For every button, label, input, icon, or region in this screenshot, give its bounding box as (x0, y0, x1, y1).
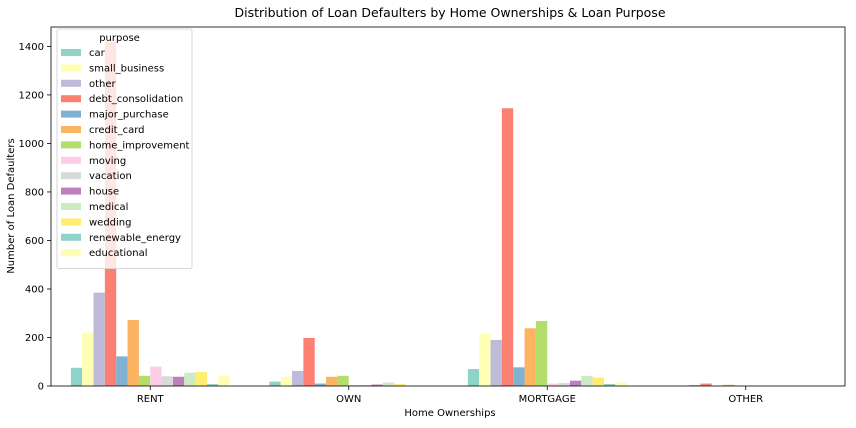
legend-swatch-wedding (61, 218, 81, 225)
legend-label-small_business: small_business (89, 63, 164, 74)
bar-major_purchase-rent (116, 356, 127, 386)
legend-swatch-small_business (61, 64, 81, 71)
legend-label-vacation: vacation (89, 171, 132, 182)
legend-label-medical: medical (89, 202, 128, 213)
bar-wedding-mortgage (593, 378, 604, 386)
bar-car-rent (71, 368, 82, 386)
bar-vacation-rent (162, 376, 173, 386)
y-tick-label: 1200 (19, 90, 44, 101)
legend-label-credit_card: credit_card (89, 125, 145, 136)
legend-label-renewable_energy: renewable_energy (89, 233, 181, 244)
x-tick-label: OTHER (728, 394, 763, 405)
bar-small_business-rent (82, 333, 93, 386)
legend-swatch-house (61, 188, 81, 195)
legend-swatch-major_purchase (61, 111, 81, 118)
bar-small_business-own (281, 377, 292, 386)
bar-car-own (269, 382, 280, 386)
legend-label-debt_consolidation: debt_consolidation (89, 94, 183, 105)
legend-swatch-credit_card (61, 126, 81, 133)
bar-credit_card-mortgage (525, 328, 536, 386)
x-axis-label: Home Ownerships (404, 408, 495, 419)
y-tick-label: 400 (25, 284, 44, 295)
bar-medical-own (383, 383, 394, 386)
legend-swatch-moving (61, 157, 81, 164)
y-tick-label: 1000 (19, 139, 44, 150)
legend-label-moving: moving (89, 156, 126, 167)
bar-house-rent (173, 377, 184, 386)
legend-label-home_improvement: home_improvement (89, 140, 190, 151)
legend-swatch-vacation (61, 172, 81, 179)
legend-swatch-educational (61, 249, 81, 256)
legend-label-major_purchase: major_purchase (89, 110, 169, 121)
legend-label-other: other (89, 79, 117, 90)
bar-major_purchase-mortgage (513, 367, 524, 386)
bar-home_improvement-own (337, 376, 348, 386)
legend-label-car: car (89, 48, 106, 59)
bar-other-rent (94, 293, 105, 386)
x-tick-label: MORTGAGE (519, 394, 576, 405)
bar-wedding-rent (196, 372, 207, 386)
bar-other-mortgage (491, 340, 502, 386)
legend-label-wedding: wedding (89, 217, 132, 228)
chart-title: Distribution of Loan Defaulters by Home … (234, 5, 665, 20)
x-tick-label: OWN (336, 394, 361, 405)
bar-credit_card-rent (128, 320, 139, 386)
bar-medical-mortgage (581, 376, 592, 386)
legend-swatch-other (61, 80, 81, 87)
bar-educational-mortgage (615, 383, 626, 386)
legend-title: purpose (99, 33, 140, 44)
y-tick-label: 200 (25, 333, 44, 344)
legend-label-house: house (89, 187, 119, 198)
legend-swatch-medical (61, 203, 81, 210)
y-tick-label: 600 (25, 236, 44, 247)
bar-debt_consolidation-own (303, 338, 314, 386)
bar-credit_card-own (326, 377, 337, 386)
bar-house-mortgage (570, 381, 581, 386)
bar-car-mortgage (468, 369, 479, 386)
legend-label-educational: educational (89, 248, 148, 259)
bar-vacation-mortgage (559, 383, 570, 386)
y-tick-label: 1400 (19, 42, 44, 53)
legend-swatch-home_improvement (61, 141, 81, 148)
y-tick-label: 0 (38, 382, 44, 393)
y-tick-label: 800 (25, 187, 44, 198)
legend-swatch-debt_consolidation (61, 95, 81, 102)
bar-home_improvement-mortgage (536, 321, 547, 386)
bar-other-own (292, 371, 303, 386)
x-tick-label: RENT (137, 394, 165, 405)
bar-home_improvement-rent (139, 376, 150, 386)
bar-debt_consolidation-mortgage (502, 108, 513, 386)
bar-small_business-mortgage (479, 334, 490, 386)
bar-medical-rent (184, 373, 195, 386)
legend-swatch-renewable_energy (61, 234, 81, 241)
legend-swatch-car (61, 49, 81, 56)
bar-moving-rent (150, 367, 161, 386)
bar-educational-rent (218, 376, 229, 386)
y-axis-label: Number of Loan Defaulters (6, 138, 17, 273)
